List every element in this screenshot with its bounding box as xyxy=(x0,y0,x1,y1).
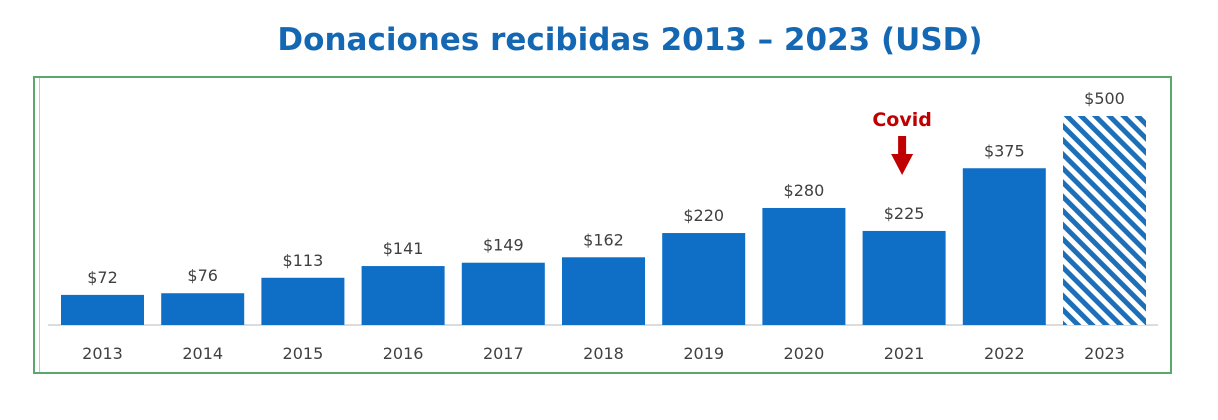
x-tick-2015: 2015 xyxy=(283,344,324,363)
data-label-2016: $141 xyxy=(383,239,424,258)
x-tick-2020: 2020 xyxy=(784,344,825,363)
x-tick-2016: 2016 xyxy=(383,344,424,363)
data-label-2014: $76 xyxy=(187,266,218,285)
data-label-2023: $500 xyxy=(1084,89,1125,108)
data-label-2022: $375 xyxy=(984,141,1025,160)
annotation-covid-label: Covid xyxy=(872,109,932,131)
bar-2023 xyxy=(1063,116,1146,325)
data-label-2015: $113 xyxy=(283,251,324,270)
data-label-2018: $162 xyxy=(583,230,624,249)
bar-2022 xyxy=(962,168,1046,325)
data-label-2020: $280 xyxy=(784,181,825,200)
bar-2019 xyxy=(662,233,746,325)
x-tick-2019: 2019 xyxy=(683,344,724,363)
x-tick-2014: 2014 xyxy=(182,344,223,363)
bar-2014 xyxy=(161,293,245,325)
bar-2020 xyxy=(762,207,846,325)
x-tick-2021: 2021 xyxy=(884,344,925,363)
chart-title: Donaciones recibidas 2013 – 2023 (USD) xyxy=(277,22,983,58)
frame-inner-line xyxy=(39,78,40,372)
data-label-2021: $225 xyxy=(884,204,925,223)
x-tick-2022: 2022 xyxy=(984,344,1025,363)
bar-2018 xyxy=(562,257,645,325)
annotation-arrow-icon xyxy=(891,136,914,175)
x-tick-2023: 2023 xyxy=(1084,344,1125,363)
data-label-2013: $72 xyxy=(87,268,118,287)
data-label-2019: $220 xyxy=(683,206,724,225)
bar-2017 xyxy=(461,262,545,325)
bar-2016 xyxy=(361,266,445,325)
data-label-2017: $149 xyxy=(483,236,524,255)
x-tick-2017: 2017 xyxy=(483,344,524,363)
bar-2013 xyxy=(61,294,144,325)
x-tick-2013: 2013 xyxy=(82,344,123,363)
bar-2015 xyxy=(261,277,345,325)
bar-2021 xyxy=(862,230,946,325)
x-tick-2018: 2018 xyxy=(583,344,624,363)
